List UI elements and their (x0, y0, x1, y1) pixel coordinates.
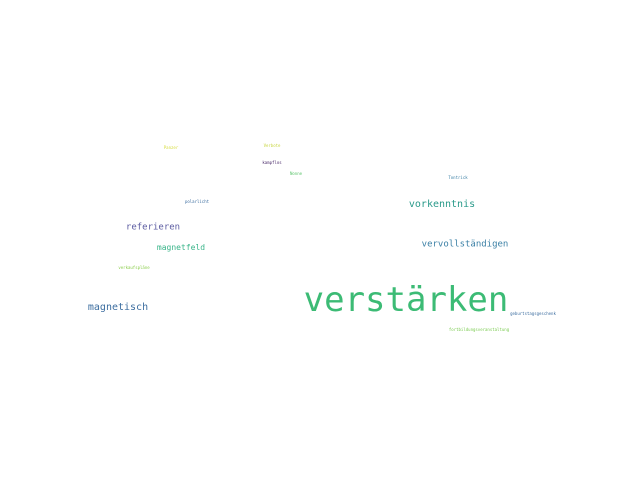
word-panzer: Panzer (163, 145, 179, 150)
word-fortbildungsveranstaltung: fortbildungsveranstaltung (448, 327, 510, 332)
word-vervollstaendigen: vervollständigen (421, 239, 509, 250)
word-vorkenntnis: vorkenntnis (408, 199, 476, 210)
word-verkaufsplaene: verkaufspläne (118, 265, 150, 270)
word-geburtstagsgeschenk: geburtstagsgeschenk (510, 311, 556, 316)
word-nonne: Nonne (289, 171, 303, 176)
word-verstaerken: verstärken (303, 280, 509, 320)
word-verbote: Verbote (263, 143, 281, 148)
word-tontrick: Tontrick (448, 175, 468, 180)
word-magnetfeld: magnetfeld (156, 243, 206, 252)
word-referieren: referieren (125, 222, 181, 233)
word-kampflos: kampflos (262, 160, 282, 165)
word-polarlicht: polarlicht (184, 199, 210, 204)
word-magnetisch: magnetisch (87, 302, 149, 313)
